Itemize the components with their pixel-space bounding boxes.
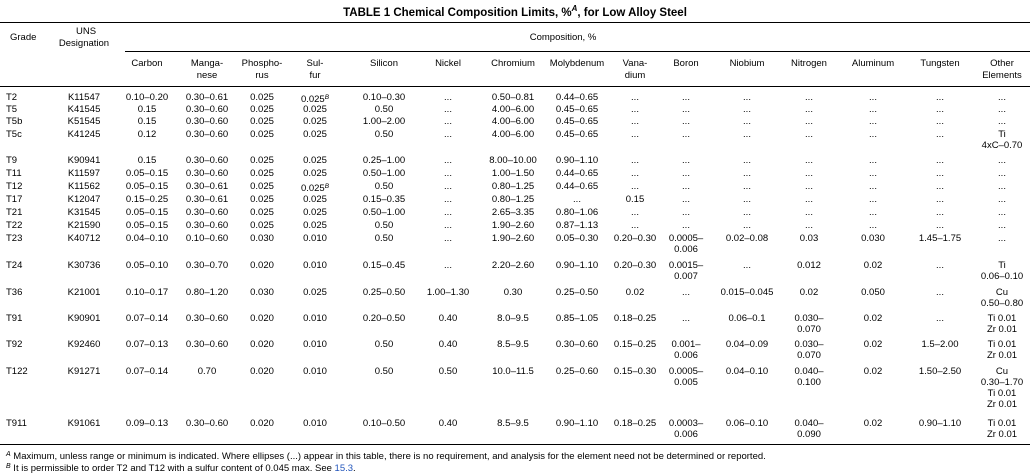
table-top-rule	[0, 22, 1030, 23]
grade-cell: T12	[6, 181, 23, 192]
grade-cell: T92	[6, 339, 23, 350]
grade-cell: T2	[6, 92, 18, 103]
grade-cell: T36	[6, 287, 23, 298]
grade-cell: T911	[6, 418, 27, 429]
grade-cell: T5b	[6, 116, 23, 127]
grade-cell: T5	[6, 104, 18, 115]
footnote-b: B It is permissible to order T2 and T12 …	[6, 463, 356, 474]
table-title: TABLE 1 Chemical Composition Limits, %A,…	[343, 4, 687, 19]
grade-cell: T5c	[6, 129, 22, 140]
footnote-marker: B	[324, 94, 330, 101]
table-bottom-rule	[0, 444, 1030, 445]
footnote-marker: B	[324, 183, 330, 190]
grade-cell: T122	[6, 366, 28, 377]
grade-cell: T91	[6, 313, 23, 324]
grade-cell: T22	[6, 220, 23, 231]
composition-rule	[125, 51, 1030, 52]
grade-cell: T24	[6, 260, 23, 271]
grade-cell: T9	[6, 155, 18, 166]
grade-header: Grade	[10, 32, 37, 43]
grade-cell: T21	[6, 207, 23, 218]
grade-cell: T17	[6, 194, 23, 205]
grade-cell: T23	[6, 233, 23, 244]
section-link[interactable]: 15.3	[334, 463, 354, 474]
footnote-a: A Maximum, unless range or minimum is in…	[6, 451, 766, 462]
grade-cell: T11	[6, 168, 22, 179]
header-bottom-rule	[0, 86, 1030, 87]
